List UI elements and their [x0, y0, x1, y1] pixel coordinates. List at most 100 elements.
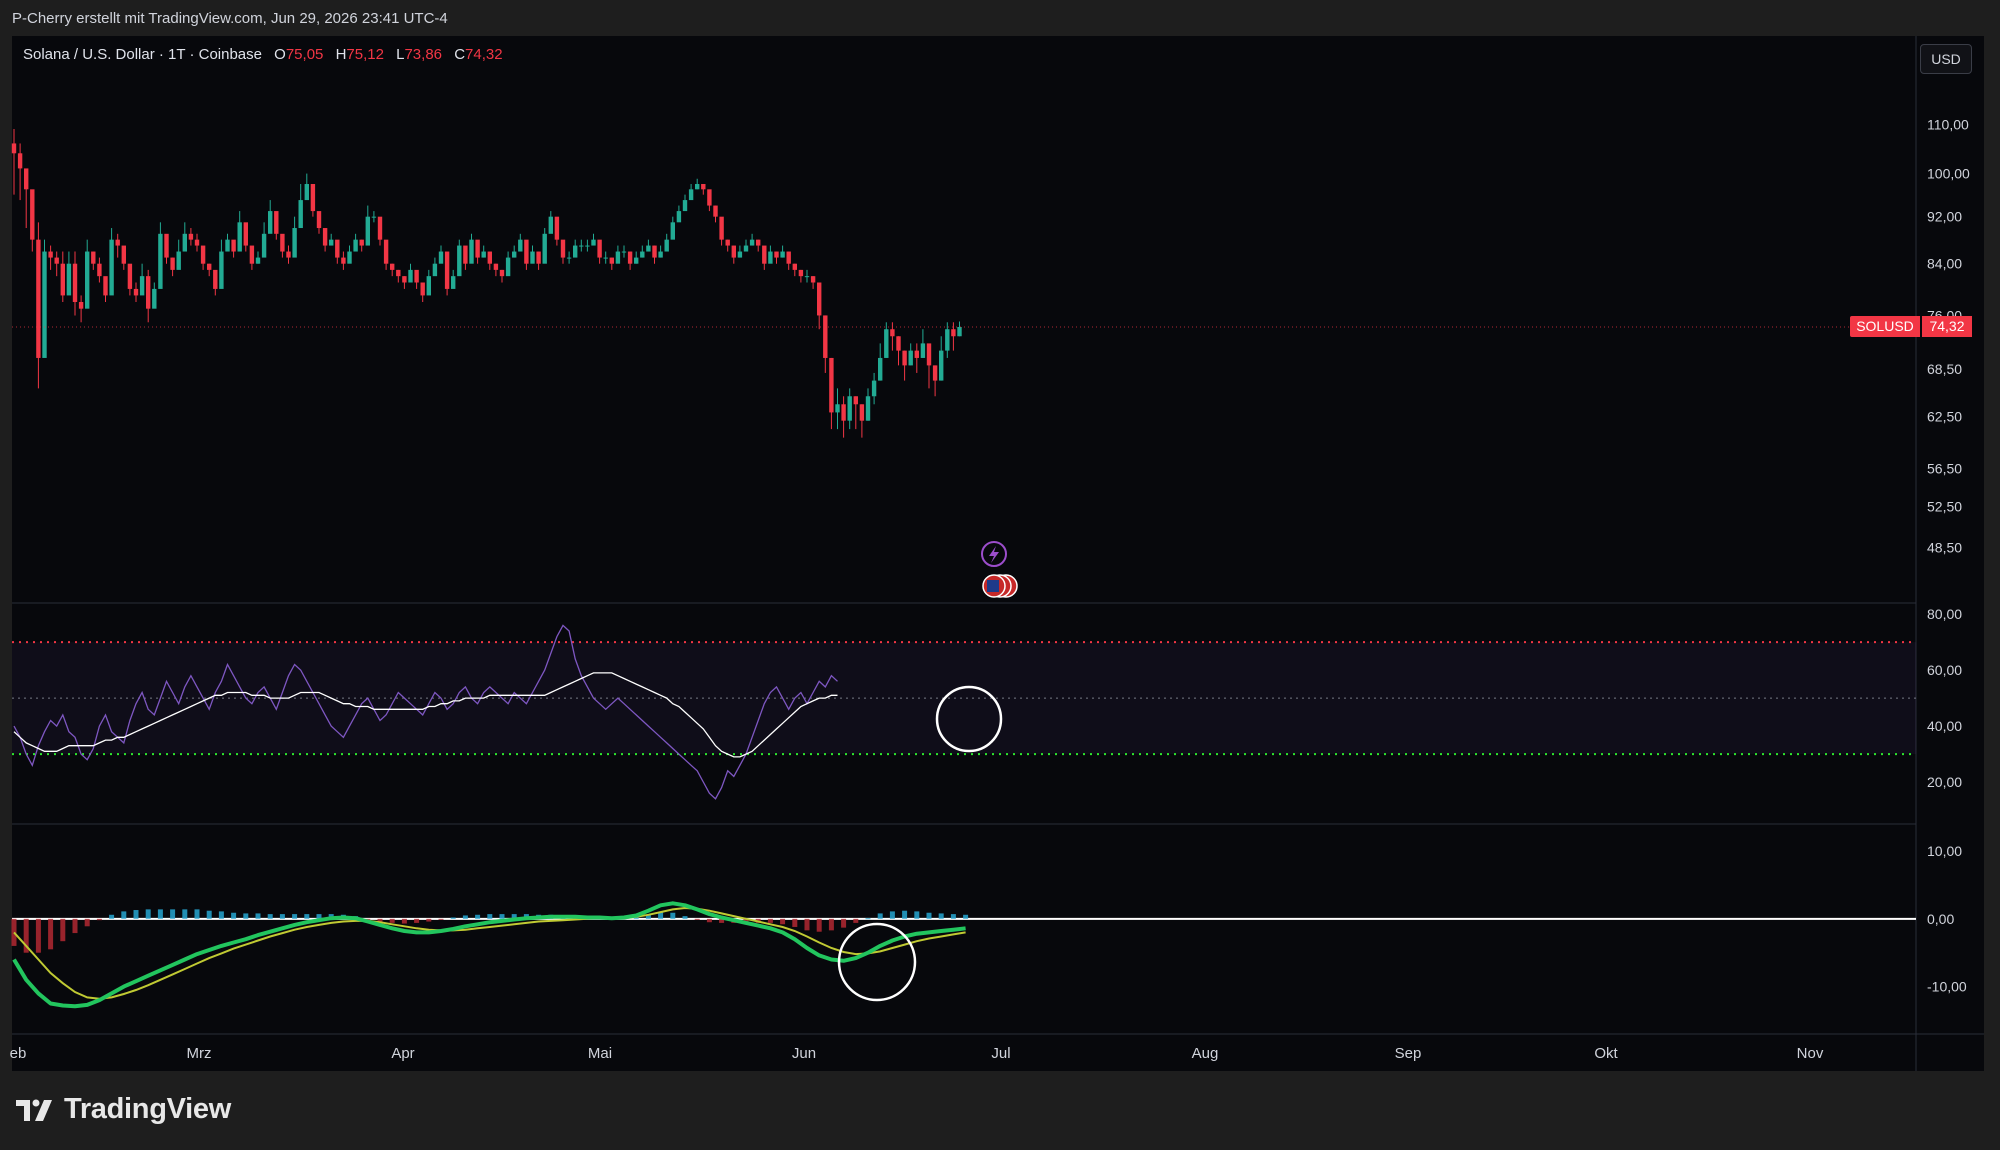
macd-histogram-bar: [414, 918, 420, 923]
candle-body: [255, 257, 261, 264]
macd-histogram-bar: [792, 918, 798, 927]
footer-bar: [0, 1071, 2000, 1150]
rsi-tick-label: 40,00: [1927, 718, 1962, 734]
candle-body: [353, 239, 358, 252]
macd-tick-label: -10,00: [1927, 979, 1967, 995]
candle-body: [225, 239, 230, 252]
macd-histogram-bar: [72, 918, 78, 934]
macd-histogram-bar: [889, 911, 895, 919]
candle-body: [652, 245, 657, 258]
candle-body: [17, 153, 23, 169]
candle-body: [719, 216, 724, 240]
candle-body: [804, 276, 810, 278]
candle-body: [286, 251, 291, 258]
candle-body: [30, 189, 35, 240]
candle-body: [518, 239, 523, 252]
macd-histogram-bar: [218, 911, 224, 919]
candle-body: [316, 211, 322, 229]
candle-body: [530, 251, 535, 264]
candle-body: [335, 239, 340, 258]
macd-histogram-bar: [475, 914, 481, 919]
candle-body: [237, 222, 242, 252]
candle-body: [194, 239, 200, 246]
candle-body: [890, 329, 895, 337]
candle-body: [219, 251, 224, 289]
candle-body: [853, 396, 858, 405]
candle-body: [871, 380, 877, 397]
currency-button[interactable]: USD: [1920, 44, 1972, 74]
candle-body: [310, 184, 316, 212]
candle-body: [164, 233, 169, 258]
candle-body: [902, 350, 907, 366]
price-axis[interactable]: 110,00100,0092,0084,0076,0068,5062,5056,…: [1927, 116, 1970, 994]
candle-body: [554, 216, 560, 240]
candle-body: [371, 216, 377, 218]
candle-body: [24, 168, 29, 190]
macd-histogram-bar: [48, 918, 54, 950]
rsi-series: [13, 624, 838, 800]
macd-histogram-bar: [828, 918, 834, 931]
candle-body: [664, 239, 669, 252]
macd-histogram-bar: [670, 912, 676, 919]
macd-histogram-bar: [35, 918, 41, 953]
close-label: C: [454, 46, 466, 63]
lightning-event-icon: [981, 541, 1007, 567]
macd-histogram-bar: [780, 918, 786, 925]
macd-histogram-bar: [438, 918, 444, 920]
chart-frame[interactable]: [12, 36, 1984, 1071]
macd-histogram-bar: [145, 909, 151, 919]
candle-body: [774, 251, 779, 258]
time-tick-label: Jul: [991, 1045, 1010, 1062]
candle-body: [298, 200, 303, 229]
macd-histogram-bar: [231, 912, 237, 919]
candle-body: [188, 233, 194, 240]
macd-histogram-bar: [304, 914, 310, 919]
candle-body: [731, 245, 736, 258]
candle-body: [743, 245, 749, 252]
candle-body: [817, 282, 822, 316]
candle-body: [274, 211, 279, 234]
candle-body: [609, 257, 614, 264]
candle-body: [249, 245, 255, 264]
event-markers[interactable]: [981, 541, 1018, 598]
candle-body: [865, 396, 871, 421]
candle-body: [176, 251, 181, 270]
candle-body: [146, 276, 151, 309]
low-label: L: [396, 46, 405, 63]
candle-body: [280, 233, 285, 252]
candle-body: [383, 239, 389, 264]
candle-body: [48, 251, 53, 258]
high-value: 75,12: [346, 46, 384, 63]
candle-body: [365, 216, 370, 246]
price-tick-label: 110,00: [1927, 116, 1969, 132]
macd-histogram-bar: [206, 910, 212, 919]
candle-body: [359, 239, 364, 246]
candle-body: [170, 257, 175, 270]
candle-body: [322, 228, 328, 246]
flag-canton: [987, 580, 999, 592]
candle-body: [426, 276, 431, 296]
candle-body: [231, 239, 236, 252]
rsi-band: [12, 641, 1916, 756]
candle-series: [11, 129, 1850, 438]
candle-body: [11, 143, 17, 154]
candle-body: [36, 239, 41, 358]
candle-body: [560, 239, 566, 258]
price-tick-label: 84,00: [1927, 256, 1962, 272]
candle-body: [505, 257, 511, 277]
macd-histogram-bar: [23, 918, 29, 953]
candle-body: [749, 239, 755, 246]
candle-body: [762, 245, 767, 264]
candle-body: [414, 269, 419, 283]
candle-body: [670, 222, 675, 240]
price-tick-label: 48,50: [1927, 540, 1962, 556]
macd-tick-label: 0,00: [1927, 911, 1954, 927]
brand-logo[interactable]: TradingView: [14, 1093, 231, 1126]
time-axis[interactable]: eb Mrz Apr Mai Jun Jul Aug Sep Okt Nov: [10, 1045, 1824, 1062]
candle-body: [713, 205, 718, 217]
candle-body: [304, 184, 309, 201]
brand-name: TradingView: [64, 1093, 231, 1125]
macd-histogram-bar: [719, 918, 725, 923]
candle-body: [798, 269, 804, 277]
